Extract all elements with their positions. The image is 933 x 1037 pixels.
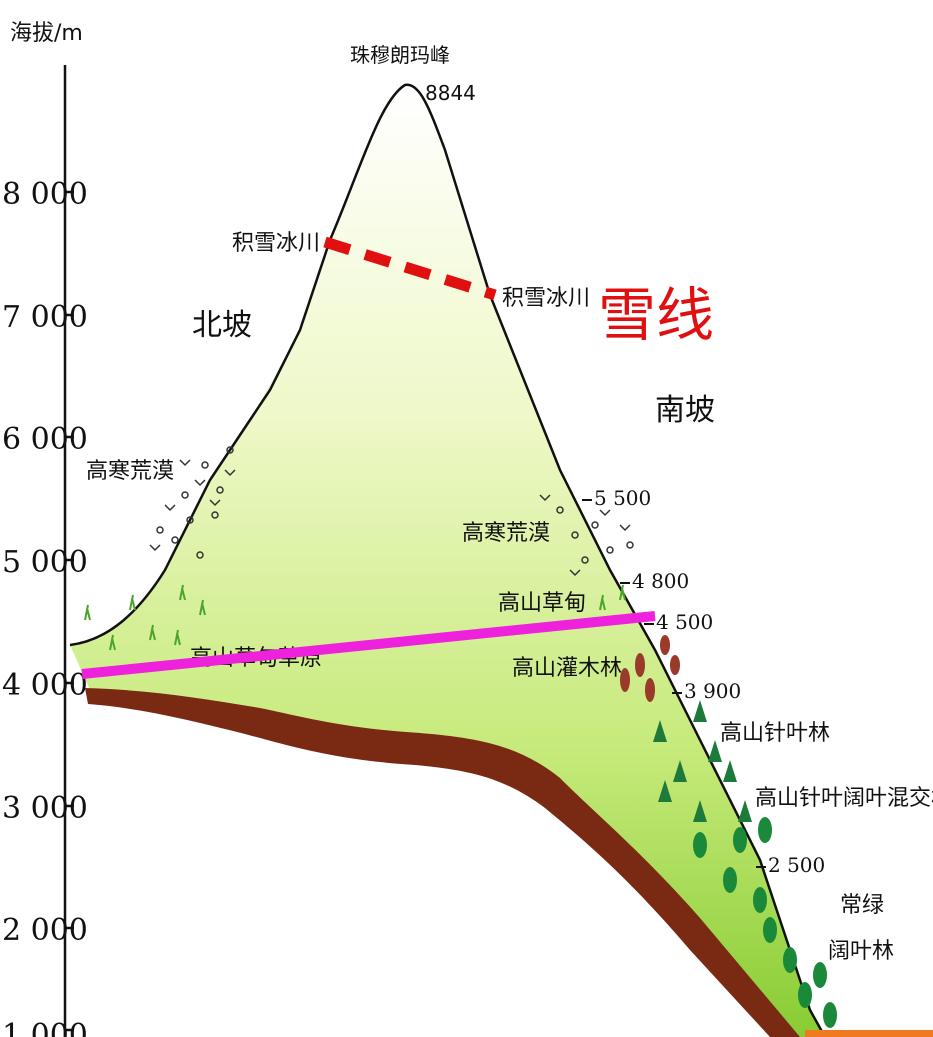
south-desert-label: 高寒荒漠 [462, 521, 550, 546]
tick-label: 6 000 [2, 422, 88, 457]
south-shrub-label: 高山灌木林 [512, 656, 622, 681]
mountain-outline [69, 83, 827, 1037]
tick-label: 8 000 [2, 177, 88, 212]
elevation-mark: 2 500 [768, 853, 825, 877]
grass-tufts [84, 584, 626, 651]
tick-label: 1 000 [2, 1018, 88, 1037]
vegetation-area [70, 84, 825, 1037]
elevation-mark: 3 900 [684, 679, 741, 703]
corner-mark [805, 1030, 933, 1037]
north-slope-label: 北坡 [192, 308, 252, 343]
south-elevation-marks [582, 499, 766, 868]
tick-label: 7 000 [2, 300, 88, 335]
snowline-dashed-line [323, 236, 497, 301]
conifer-trees [653, 700, 752, 822]
south-slope-label: 南坡 [655, 393, 715, 428]
north-desert-label: 高寒荒漠 [86, 459, 174, 484]
elevation-mark: 4 800 [632, 569, 689, 593]
south-meadow-label: 高山草甸 [498, 591, 586, 616]
elevation-mark: 5 500 [594, 486, 651, 510]
tick-label: 3 000 [2, 791, 88, 826]
shrubs [620, 635, 680, 702]
y-axis-title: 海拔/m [10, 21, 83, 46]
south-evergreen-label-2: 阔叶林 [828, 939, 894, 964]
treeline-magenta-line [81, 611, 656, 679]
peak-name: 珠穆朗玛峰 [350, 43, 450, 67]
south-conifer-label: 高山针叶林 [720, 721, 830, 746]
y-tick-labels: 1 000 2 000 3 000 4 000 5 000 6 000 7 00… [2, 177, 88, 1037]
snowline-label: 雪线 [598, 281, 714, 349]
south-desert-plants [539, 494, 634, 577]
north-glacier-label: 积雪冰川 [232, 231, 320, 256]
soil-layer [85, 688, 800, 1037]
south-mixed-forest-label: 高山针叶阔叶混交林 [755, 786, 933, 811]
north-desert-plants [149, 446, 236, 559]
y-axis-ticks [65, 190, 74, 1032]
tick-label: 5 000 [2, 545, 88, 580]
elevation-mark: 4 500 [656, 610, 713, 634]
south-glacier-label: 积雪冰川 [502, 286, 590, 311]
tick-label: 2 000 [2, 913, 88, 948]
broadleaf-trees [693, 817, 837, 1028]
tick-label: 4 000 [2, 668, 88, 703]
south-evergreen-label-1: 常绿 [840, 893, 884, 918]
peak-height: 8844 [425, 81, 476, 105]
